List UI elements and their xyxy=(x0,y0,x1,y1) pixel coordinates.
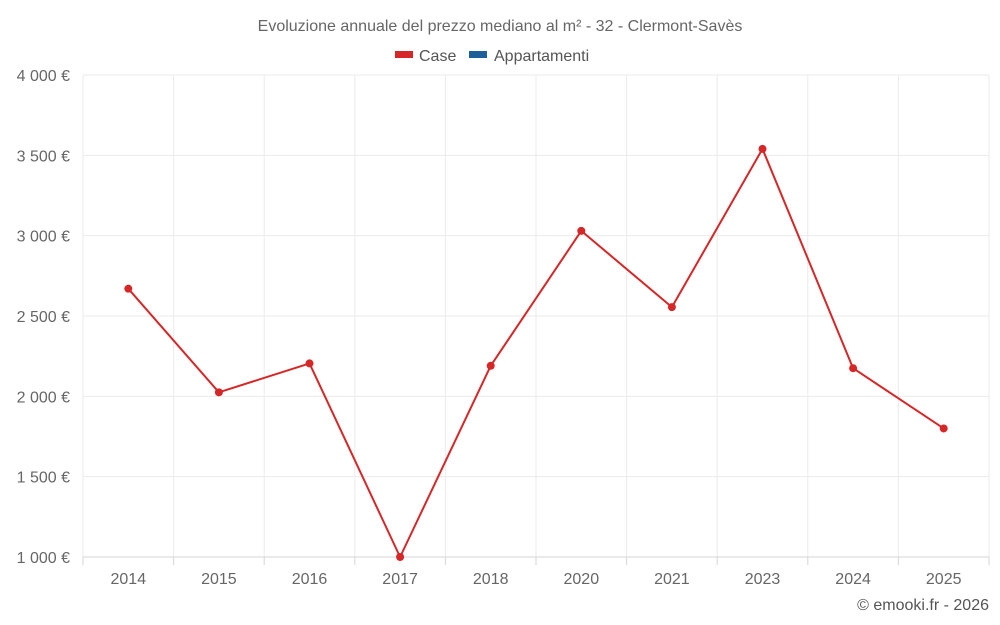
legend-label-case: Case xyxy=(419,48,456,65)
y-axis: 1 000 € 1 500 € 2 000 € 2 500 € 3 000 € 3 500… xyxy=(17,68,70,567)
y-tick-label: 2 000 € xyxy=(17,389,70,406)
x-tick-label: 2020 xyxy=(564,571,600,588)
x-tick-label: 2018 xyxy=(473,571,509,588)
y-tick-label: 1 000 € xyxy=(17,550,70,567)
credit-text: © emooki.fr - 2026 xyxy=(857,597,989,614)
legend-swatch-appartamenti xyxy=(469,51,487,58)
data-point-case[interactable] xyxy=(124,284,133,293)
x-tick-label: 2023 xyxy=(745,571,781,588)
data-point-case[interactable] xyxy=(939,424,948,433)
x-tick-label: 2014 xyxy=(111,571,147,588)
x-tick-label: 2024 xyxy=(835,571,871,588)
y-tick-label: 2 500 € xyxy=(17,309,70,326)
data-point-case[interactable] xyxy=(577,226,586,235)
y-tick-label: 3 000 € xyxy=(17,229,70,246)
data-point-case[interactable] xyxy=(667,303,676,312)
data-point-case[interactable] xyxy=(214,388,223,397)
data-point-case[interactable] xyxy=(758,144,767,153)
x-tick-label: 2017 xyxy=(382,571,418,588)
data-point-case[interactable] xyxy=(849,364,858,373)
data-point-case[interactable] xyxy=(486,361,495,370)
y-tick-label: 4 000 € xyxy=(17,68,70,85)
chart-title: Evoluzione annuale del prezzo mediano al… xyxy=(258,18,743,35)
y-tick-label: 1 500 € xyxy=(17,470,70,487)
x-tick-label: 2021 xyxy=(654,571,690,588)
legend-item-case[interactable]: Case xyxy=(395,48,456,65)
legend-label-appartamenti: Appartamenti xyxy=(494,48,589,65)
data-point-case[interactable] xyxy=(396,553,405,561)
data-point-case[interactable] xyxy=(305,359,314,368)
series-line-case xyxy=(127,147,945,558)
x-axis: 2014 2015 2016 2017 2018 2020 2021 2023 2024 2025 xyxy=(82,556,990,588)
x-tick-label: 2025 xyxy=(926,571,962,588)
x-tick-label: 2015 xyxy=(201,571,237,588)
legend-item-appartamenti[interactable]: Appartamenti xyxy=(469,48,589,65)
x-tick-label: 2016 xyxy=(292,571,328,588)
y-tick-label: 3 500 € xyxy=(17,148,70,165)
series-layer xyxy=(124,144,948,561)
legend: Case Appartamenti xyxy=(395,48,589,65)
grid xyxy=(82,74,990,558)
legend-swatch-case xyxy=(395,51,413,58)
